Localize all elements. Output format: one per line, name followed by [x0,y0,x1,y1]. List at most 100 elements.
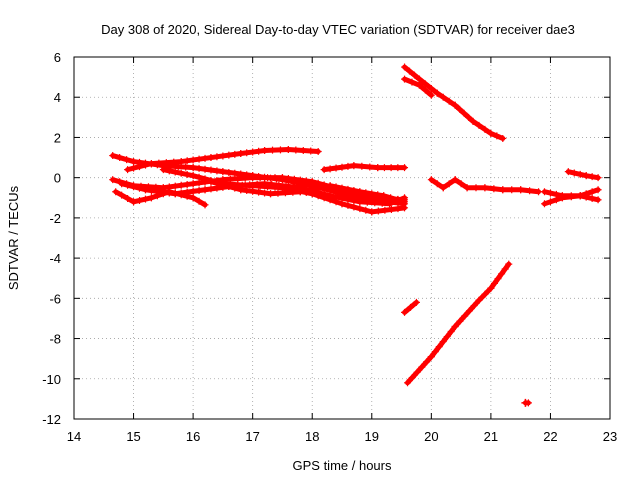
data-point [344,185,352,193]
data-point [456,105,464,113]
data-point [307,147,315,155]
series-line [405,261,512,386]
data-point [406,303,414,311]
data-point [292,146,300,154]
data-point [380,164,388,172]
data-point [362,189,370,197]
data-point [284,174,292,182]
x-tick-label: 16 [186,429,200,444]
data-point [481,184,489,192]
data-point [136,163,144,171]
data-point [109,176,117,184]
y-tick-label: -4 [49,251,61,266]
data-point [183,170,191,178]
data-point [338,163,346,171]
data-point [350,187,358,195]
data-point [219,152,227,160]
data-point [493,132,501,140]
data-point [415,75,423,83]
data-point [237,150,245,158]
data-point [387,164,395,172]
data-point [356,205,364,213]
y-tick-label: -6 [49,291,61,306]
data-point [249,174,257,182]
data-point [153,187,161,195]
data-series [109,63,602,407]
data-point [256,174,264,182]
data-point [546,198,554,206]
y-tick-label: 6 [54,50,61,65]
data-point [427,353,435,361]
data-point [350,162,358,170]
y-tick-label: 4 [54,90,61,105]
data-point [189,164,197,172]
data-point [183,181,191,189]
data-point [558,194,566,202]
data-point [594,174,602,182]
data-point [243,187,251,195]
series-arc-f [320,162,409,174]
data-point [237,186,245,194]
data-point [418,363,426,371]
data-point [439,184,447,192]
data-point [225,151,233,159]
data-point [207,166,215,174]
data-point [576,192,584,200]
data-point [366,163,374,171]
series-arc-i [401,63,507,142]
data-point [394,196,402,204]
data-point [427,176,435,184]
data-point [423,358,431,366]
x-tick-label: 14 [67,429,81,444]
data-point [427,85,435,93]
data-point [374,164,382,172]
data-point [394,205,402,213]
data-point [344,162,352,170]
data-point [582,172,590,180]
series-arc-k [427,176,543,196]
data-point [177,158,185,166]
data-point [350,197,358,205]
data-point [475,296,483,304]
data-point [431,348,439,356]
data-point [118,191,126,199]
data-point [171,190,179,198]
data-point [302,177,310,185]
data-point [540,188,548,196]
data-point [289,188,297,196]
data-point [267,190,275,198]
data-point [213,167,221,175]
data-point [576,170,584,178]
data-point [189,194,197,202]
series-arc-b [124,146,322,174]
data-point [320,183,328,191]
data-point [296,188,304,196]
data-point [116,154,124,162]
data-point [487,129,495,137]
data-point [387,194,395,202]
data-point [582,193,590,201]
data-point [177,181,185,189]
data-point [332,193,340,201]
data-point [183,188,191,196]
data-point [451,322,459,330]
data-point [546,189,554,197]
data-point [457,180,465,188]
data-point [249,148,257,156]
data-point [368,208,376,216]
data-point [470,302,478,310]
data-point [326,165,334,173]
data-point [219,168,227,176]
data-point [269,146,277,154]
data-point [314,148,322,156]
data-point [505,260,513,268]
data-point [490,185,498,193]
y-axis-label: SDTVAR / TECUs [6,185,21,290]
data-point [195,164,203,172]
data-point [299,147,307,155]
y-tick-label: -2 [49,211,61,226]
data-point [443,333,451,341]
data-point [499,186,507,194]
data-point [219,181,227,189]
